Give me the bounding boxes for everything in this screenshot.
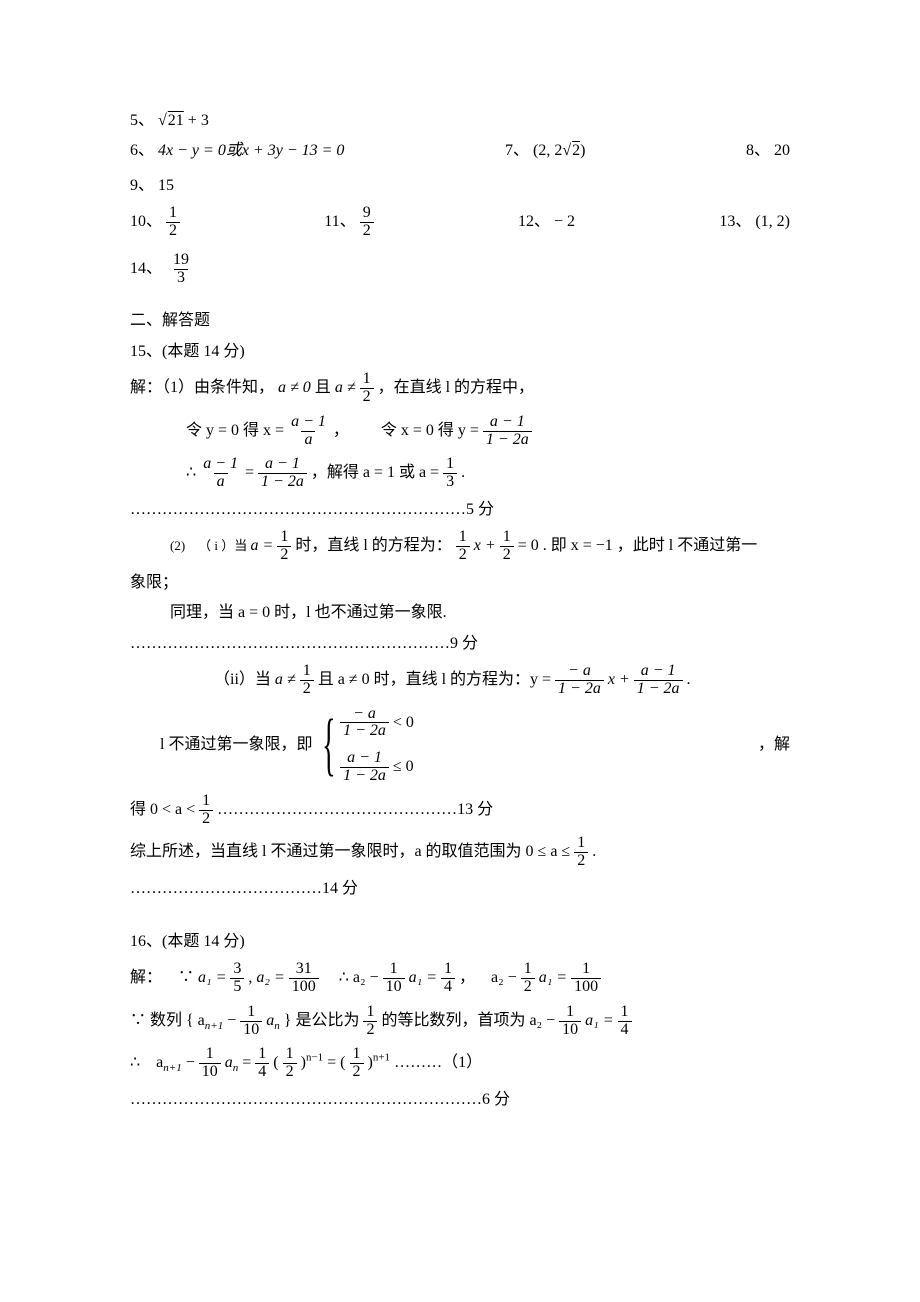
- answer-7: 7、 (2, 2√2): [505, 140, 585, 162]
- math-answer-page: 5、 √21 + 3 6、 4x − y = 0或x + 3y − 13 = 0…: [0, 0, 920, 1302]
- expr-8: 20: [774, 142, 790, 159]
- answer-8: 8、 20: [746, 140, 790, 162]
- p15-dots-14: ………………………………14 分: [130, 878, 790, 900]
- label-5: 5、: [130, 112, 154, 129]
- answer-14: 14、 19 3: [130, 252, 790, 287]
- p15-dots-9: ……………………………………………………9 分: [130, 633, 790, 655]
- answer-5: 5、 √21 + 3: [130, 110, 790, 132]
- brace-system: { − a 1 − 2a < 0 a − 1 1 − 2a: [312, 706, 413, 785]
- p15-inequality-system: l 不通过第一象限，即 { − a 1 − 2a < 0 a − 1: [130, 706, 790, 785]
- label-11: 11、: [324, 213, 355, 230]
- answer-11: 11、 9 2: [324, 205, 373, 240]
- p16-line2: ∵ 数列 { an+1 − 1 10 an } 是公比为 1 2 的等比数列，首…: [130, 1004, 790, 1039]
- p15-title: 15、(本题 14 分): [130, 341, 790, 363]
- p15-part2-ii: （ii）当 a ≠ 1 2 且 a ≠ 0 时，直线 l 的方程为：y = − …: [130, 663, 790, 698]
- radicand-21: 21: [167, 112, 184, 129]
- answer-9: 9、 15: [130, 175, 790, 197]
- expr-9: 15: [158, 177, 174, 194]
- p16-line1: 解： ∵ a₁ = 3 5 , a₂ = 31 100 ∴ a₂ − 1 10 …: [130, 961, 790, 996]
- label-12: 12、: [518, 213, 550, 230]
- p15-line1: 解：（1）由条件知， a ≠ 0 且 a ≠ 1 2 ，在直线 l 的方程中，: [130, 371, 790, 406]
- label-6: 6、: [130, 142, 154, 159]
- label-10: 10、: [130, 213, 162, 230]
- answer-13: 13、 (1, 2): [719, 211, 790, 233]
- expr-13: (1, 2): [755, 213, 790, 230]
- p15-line2: 令 y = 0 得 x = a − 1 a ， 令 x = 0 得 y = a …: [130, 414, 790, 449]
- answer-6: 6、 4x − y = 0或x + 3y − 13 = 0: [130, 140, 344, 162]
- p15-ineq-pre: l 不通过第一象限，即: [160, 734, 312, 756]
- expr-7-rad: 2: [571, 142, 580, 159]
- label-8: 8、: [746, 142, 770, 159]
- expr-7-post: ): [580, 142, 585, 159]
- p15-dots-5: ………………………………………………………5 分: [130, 499, 790, 521]
- answer-12: 12、 − 2: [518, 211, 575, 233]
- p15-part2-i: (2) （ i ）当 a = 1 2 时，直线 l 的方程为： 1 2 x + …: [130, 529, 790, 564]
- sqrt-symbol: √: [158, 112, 167, 129]
- plus-3: + 3: [184, 112, 209, 129]
- p15-ineq-right: ，解: [758, 734, 790, 756]
- frac-10: 1 2: [166, 205, 180, 240]
- answer-10: 10、 1 2: [130, 205, 180, 240]
- label-9: 9、: [130, 177, 154, 194]
- p15-part2-i-b: 同理，当 a = 0 时，l 也不通过第一象限.: [130, 602, 790, 624]
- expr-7-pre: (2, 2: [533, 142, 562, 159]
- p15-part2-i-tail: 象限；: [130, 572, 790, 594]
- expr-6: 4x − y = 0或x + 3y − 13 = 0: [158, 142, 344, 159]
- section-2-title: 二、解答题: [130, 310, 790, 332]
- p16-dots-6: …………………………………………………………6 分: [130, 1089, 790, 1111]
- label-13: 13、: [719, 213, 751, 230]
- p15-result-interval: 得 0 < a < 1 2 ………………………………………13 分: [130, 793, 790, 828]
- frac-11: 9 2: [360, 205, 374, 240]
- p15-line3: ∴ a − 1 a = a − 1 1 − 2a ，解得 a = 1 或 a =…: [130, 456, 790, 491]
- frac-14: 19 3: [170, 252, 192, 287]
- p16-title: 16、(本题 14 分): [130, 931, 790, 953]
- label-14: 14、: [130, 260, 162, 277]
- p15-conclusion: 综上所述，当直线 l 不通过第一象限时，a 的取值范围为 0 ≤ a ≤ 1 2…: [130, 835, 790, 870]
- label-7: 7、: [505, 142, 529, 159]
- expr-12: − 2: [554, 213, 575, 230]
- p16-line3: ∴ an+1 − 1 10 an = 1 4 ( 1 2 )n−1 = ( 1 …: [130, 1046, 790, 1081]
- row-6-7-8: 6、 4x − y = 0或x + 3y − 13 = 0 7、 (2, 2√2…: [130, 140, 790, 162]
- row-10-13: 10、 1 2 11、 9 2 12、 − 2 13、 (1, 2): [130, 205, 790, 240]
